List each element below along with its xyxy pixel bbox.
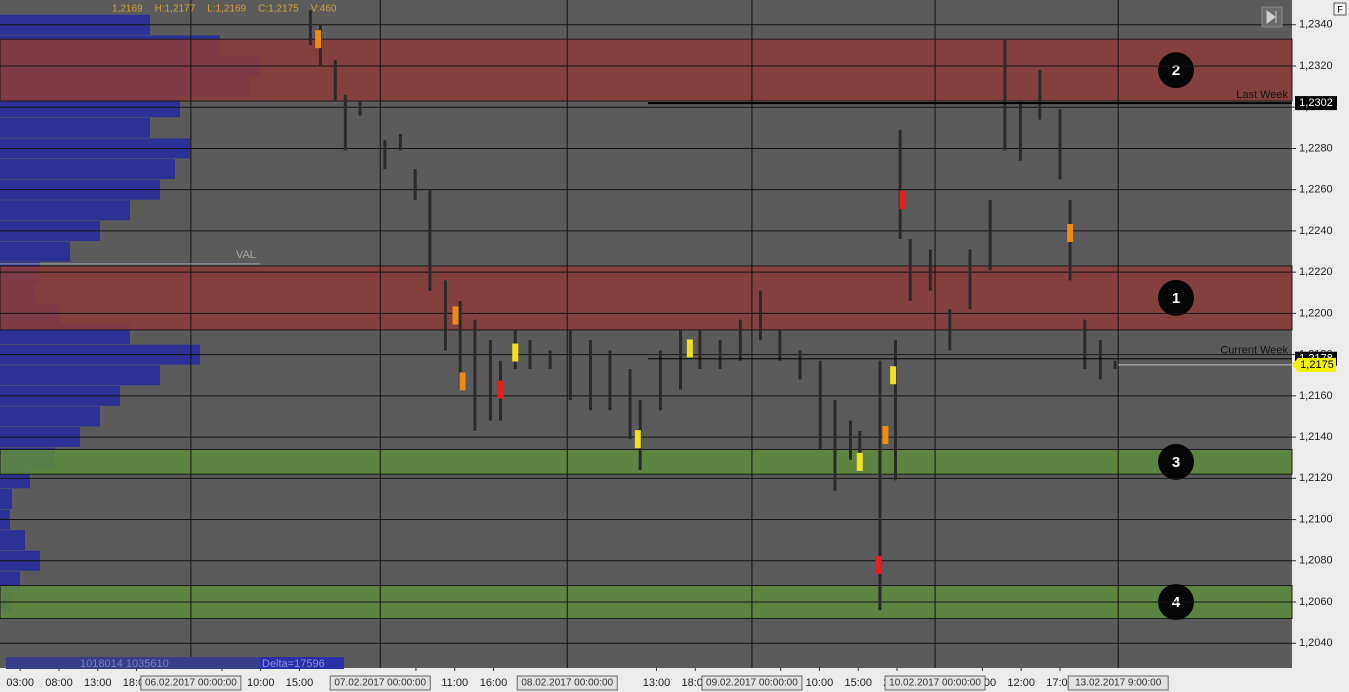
level-name: Last Week	[1236, 89, 1288, 101]
date-box	[329, 675, 431, 691]
volume-cluster	[1067, 223, 1074, 242]
volume-cluster	[882, 426, 889, 445]
volume-cluster	[512, 343, 519, 362]
date-box	[140, 675, 242, 691]
x-tick-label: 12:00	[1007, 677, 1035, 689]
x-tick-label: 17:00	[1046, 677, 1074, 689]
y-tick-label: 1,2340	[1299, 19, 1333, 31]
y-tick-label: 1,2200	[1299, 307, 1333, 319]
volume-cluster	[856, 452, 863, 471]
zone-label: 2	[1172, 62, 1180, 79]
current-price-tag	[1292, 357, 1336, 372]
y-tick-label: 1,2060	[1299, 596, 1333, 608]
footer-bar	[6, 657, 344, 669]
zone-badge	[1158, 279, 1194, 316]
x-tick-label: 15:00	[844, 677, 872, 689]
volume-cluster	[634, 430, 641, 449]
date-box	[1067, 675, 1169, 691]
y-tick-label: 1,2260	[1299, 184, 1333, 196]
volume-profile-bar	[0, 200, 130, 221]
y-tick-label: 1,2240	[1299, 225, 1333, 237]
zone-label: 3	[1172, 454, 1180, 471]
x-tick-label: 16:00	[480, 677, 508, 689]
y-tick-label: 1,2280	[1299, 142, 1333, 154]
x-tick-label: 15:00	[286, 677, 314, 689]
date-label: 07.02.2017 00:00:00	[334, 678, 426, 689]
delta-box	[260, 657, 344, 669]
panel-button-icon	[1266, 10, 1277, 24]
y-tick-label: 1,2040	[1299, 637, 1333, 649]
val-label: VAL	[236, 249, 256, 261]
date-label: 09.02.2017 00:00:00	[706, 678, 798, 689]
volume-cluster	[315, 30, 322, 49]
volume-cluster	[497, 380, 504, 399]
volume-cluster	[452, 306, 459, 325]
y-tick-label: 1,2080	[1299, 555, 1333, 567]
zone	[0, 448, 1293, 475]
date-label: 06.02.2017 00:00:00	[145, 678, 237, 689]
volume-cluster	[459, 372, 466, 391]
x-tick-label: 13:00	[84, 677, 112, 689]
current-price-label: 1,2175	[1300, 359, 1334, 371]
zone	[0, 38, 1293, 102]
date-label: 10.02.2017 00:00:00	[889, 678, 981, 689]
date-box	[884, 675, 986, 691]
x-tick-label: 08:00	[45, 677, 73, 689]
volume-profile-bar	[0, 159, 175, 180]
volume-profile-bar	[0, 365, 160, 386]
y-tick-label: 1,2140	[1299, 431, 1333, 443]
date-label: 08.02.2017 00:00:00	[521, 678, 613, 689]
ohlc-header: H:1,2177	[155, 4, 196, 15]
level-tag-label: 1,2302	[1299, 97, 1333, 109]
x-tick-label: 13:00	[643, 677, 671, 689]
volume-profile-bar	[0, 241, 70, 262]
zone	[0, 265, 1293, 331]
footer-delta: Delta=17596	[262, 658, 325, 670]
y-tick-label: 1,2320	[1299, 60, 1333, 72]
ohlc-header: 1,2169	[112, 4, 143, 15]
volume-profile-bar	[0, 530, 25, 551]
volume-profile-bar	[0, 117, 150, 138]
date-box	[516, 675, 618, 691]
date-box	[701, 675, 803, 691]
zone-badge	[1158, 52, 1194, 89]
volume-profile-bar	[0, 406, 100, 427]
y-tick-label: 1,2120	[1299, 472, 1333, 484]
corner-button-label: F	[1337, 4, 1343, 14]
level-tag	[1295, 96, 1337, 111]
level-name: Current Week	[1220, 345, 1288, 357]
x-tick-label: 10:00	[806, 677, 834, 689]
volume-profile-bar	[0, 488, 12, 509]
x-tick-label: 11:00	[441, 677, 468, 689]
ohlc-header: C:1,2175	[258, 4, 299, 15]
date-label: 13.02.2017 9:00:00	[1075, 678, 1162, 689]
y-tick-label: 1,2220	[1299, 266, 1333, 278]
x-tick-label: 10:00	[247, 677, 275, 689]
volume-cluster	[899, 190, 906, 209]
zone-badge	[1158, 443, 1194, 480]
volume-cluster	[875, 555, 882, 574]
footer-volume: 1018014 1035610	[80, 658, 169, 670]
y-axis-background	[1292, 0, 1349, 692]
plot-background	[0, 0, 1292, 668]
y-tick-label: 1,2100	[1299, 513, 1333, 525]
volume-cluster	[686, 339, 693, 358]
ohlc-header: V:460	[311, 4, 337, 15]
x-tick-label: 03:00	[6, 677, 34, 689]
y-tick-label: 1,2160	[1299, 390, 1333, 402]
zone-label: 1	[1172, 290, 1180, 307]
corner-button[interactable]	[1333, 2, 1347, 16]
volume-cluster	[890, 366, 897, 385]
ohlc-header: L:1,2169	[207, 4, 246, 15]
